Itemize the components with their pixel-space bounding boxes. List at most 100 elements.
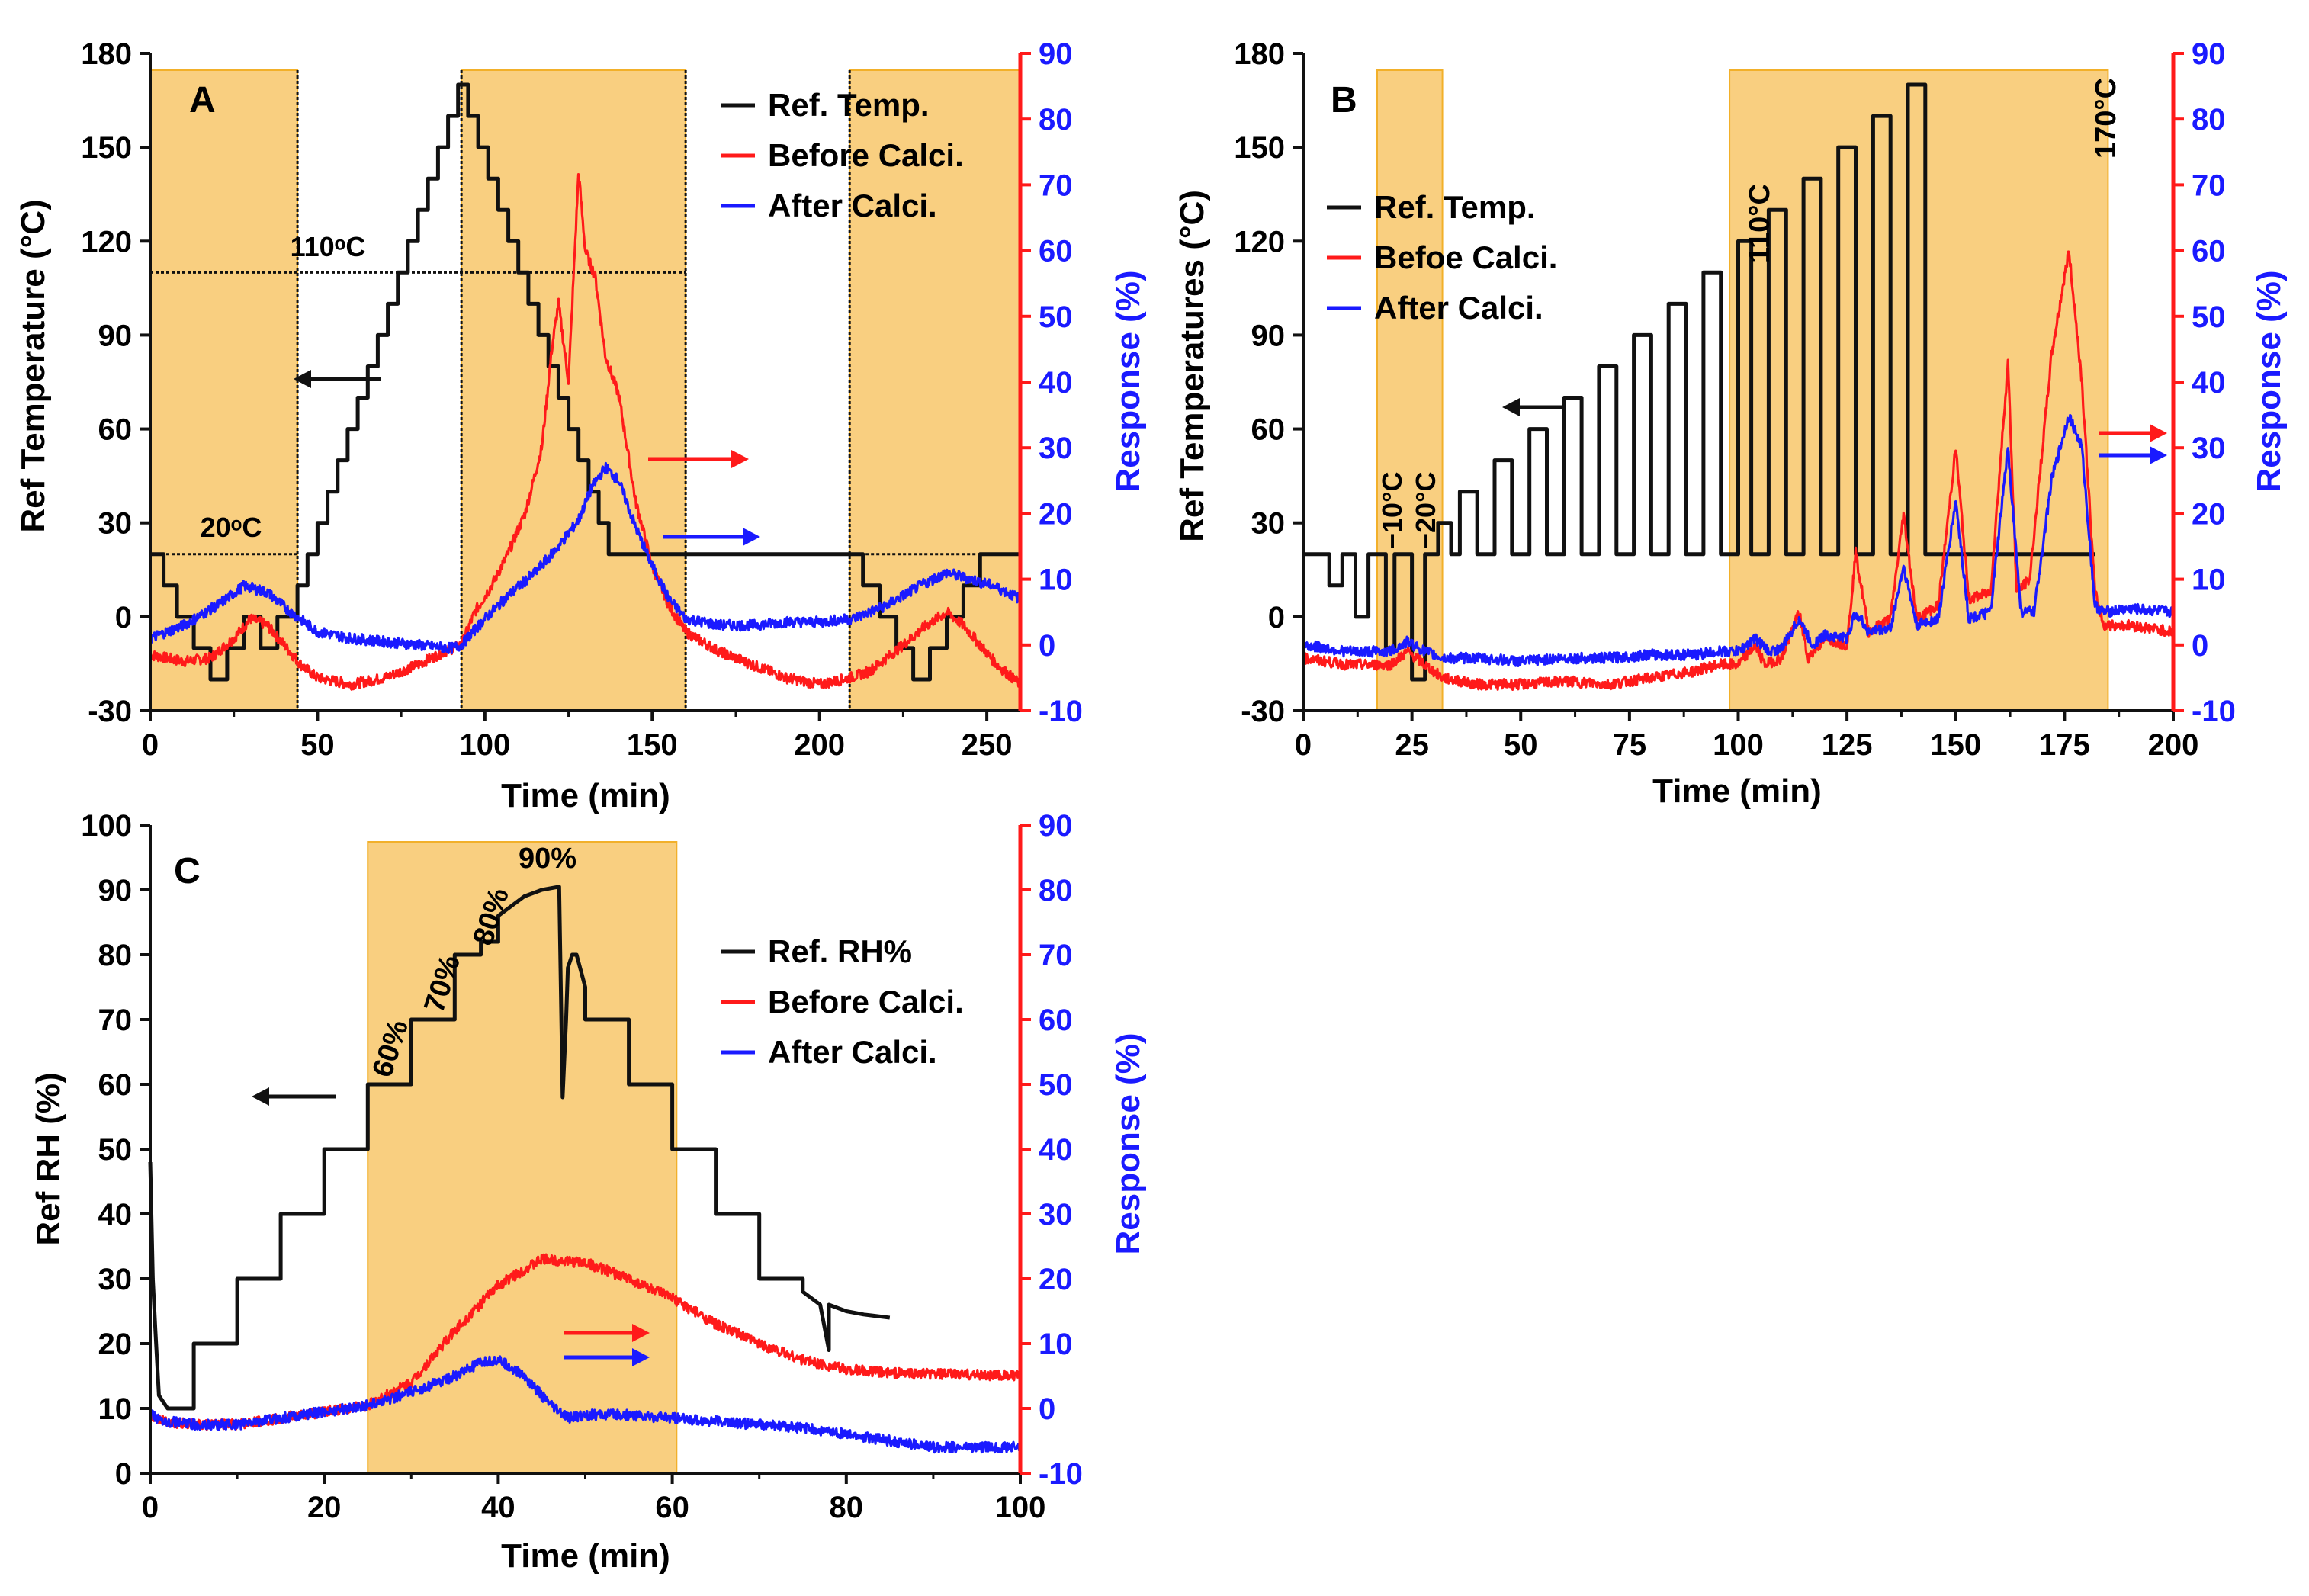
panel-c-xtick-label-4: 80 xyxy=(830,1491,864,1524)
panel-b-xtick-label-5: 125 xyxy=(1822,728,1873,762)
panel-c-shaded-regions xyxy=(367,841,678,1474)
panel-c-y2tick-label-6: 50 xyxy=(1039,1068,1073,1102)
panel-b-ytick-label-4: 90 xyxy=(1251,319,1286,352)
panel-b: 0 25 50 75 100 125 150 175 200-30030609012015018… xyxy=(1174,37,2288,810)
panel-b-legend: Ref. Temp. Befoe Calci. After Calci. xyxy=(1327,189,1557,326)
panel-a-y2label: Response (%) xyxy=(1110,271,1147,493)
legend-b-label-0: Ref. Temp. xyxy=(1374,189,1536,225)
panel-c-xtick-label-2: 40 xyxy=(481,1491,515,1524)
panel-c-y2tick-label-7: 60 xyxy=(1039,1004,1073,1037)
panel-b-anno-m10: −10°C xyxy=(1376,472,1408,549)
panel-c-series-2 xyxy=(149,1355,1022,1454)
panel-a-ytick-label-4: 90 xyxy=(98,319,133,352)
panel-c-xtick-label-1: 20 xyxy=(307,1491,342,1524)
panel-c-axes: 0 20 40 60 80 1000102030405060708090100-10010… xyxy=(81,809,1083,1524)
panel-b-ytick-label-0: -30 xyxy=(1241,695,1285,728)
panel-c-y2tick-label-10: 90 xyxy=(1039,809,1073,843)
panel-b-anno-110: 110°C xyxy=(1744,184,1776,263)
panel-c-y2tick-label-5: 40 xyxy=(1039,1133,1073,1167)
panel-c-y2tick-label-2: 10 xyxy=(1039,1328,1073,1361)
panel-b-y2tick-label-7: 60 xyxy=(2192,235,2226,268)
panel-b-anno-170: 170°C xyxy=(2090,78,2122,159)
panel-b-xtick-label-0: 0 xyxy=(1295,728,1312,762)
legend-a-label-1: Before Calci. xyxy=(768,137,964,173)
panel-b-xtick-label-7: 175 xyxy=(2039,728,2090,762)
panel-c-y2tick-label-8: 70 xyxy=(1039,939,1073,972)
panel-b-y2tick-label-0: -10 xyxy=(2192,695,2236,728)
panel-b-xtick-label-6: 150 xyxy=(1930,728,1981,762)
panel-b-y2tick-label-6: 50 xyxy=(2192,300,2226,334)
panel-b-ytick-label-1: 0 xyxy=(1268,601,1285,634)
legend-a-label-2: After Calci. xyxy=(768,188,937,223)
panel-c-xtick-label-5: 100 xyxy=(995,1491,1046,1524)
panel-b-arrow-left xyxy=(1502,398,1565,416)
panel-c-y2tick-label-9: 80 xyxy=(1039,874,1073,907)
panel-b-series xyxy=(1302,82,2175,691)
panel-a-axes: 0 50 100 150 200 250 -30 0 30 60 90 120 150 180 -10 0 10… xyxy=(81,37,1083,762)
panel-a-ylabel: Ref Temperature (°C) xyxy=(14,199,52,532)
panel-a-legend: Ref. Temp. Before Calci. After Calci. xyxy=(721,87,964,223)
panel-b-y2tick-label-5: 40 xyxy=(2192,366,2226,400)
panel-c-anno-90: 90% xyxy=(519,843,576,875)
panel-a-ytick-label-6: 150 xyxy=(81,131,132,165)
panel-a-shade-1 xyxy=(461,69,687,711)
panel-b-axes: 0 25 50 75 100 125 150 175 200-30030609012015018… xyxy=(1234,37,2236,762)
panel-c-y2tick-label-4: 30 xyxy=(1039,1198,1073,1232)
panel-b-ytick-label-6: 150 xyxy=(1234,131,1285,165)
panel-c-series-0 xyxy=(148,885,891,1411)
panel-a-y2tick-label-6: 50 xyxy=(1039,300,1073,334)
panel-a-ytick-label-7: 180 xyxy=(81,37,132,71)
panel-a-shade-0 xyxy=(149,69,299,711)
panel-a-arrow-red xyxy=(648,450,749,468)
panel-c-letter: C xyxy=(174,851,201,891)
panel-b-xlabel: Time (min) xyxy=(1652,772,1822,810)
panel-b-letter: B xyxy=(1331,80,1357,120)
panel-b-ylabel: Ref Temperatures (°C) xyxy=(1174,190,1211,542)
panel-b-shaded-regions xyxy=(1376,69,2109,711)
panel-c-legend: Ref. RH% Before Calci. After Calci. xyxy=(721,933,964,1070)
panel-b-xtick-label-3: 75 xyxy=(1613,728,1647,762)
panel-a-anno-110: 110ᵒC xyxy=(291,231,366,262)
panel-a-arrow-left xyxy=(294,370,381,388)
panel-a-xlabel: Time (min) xyxy=(501,777,670,814)
panel-b-arrow-blue xyxy=(2099,446,2167,464)
panel-a-y2tick-label-5: 40 xyxy=(1039,366,1073,400)
panel-c: 0 20 40 60 80 1000102030405060708090100-10010… xyxy=(30,809,1147,1575)
panel-b-series-2 xyxy=(1302,413,2174,667)
panel-c-arrow-left xyxy=(252,1087,336,1106)
panel-b-y2tick-label-1: 0 xyxy=(2192,629,2208,663)
panel-a-y2tick-label-1: 0 xyxy=(1039,629,1055,663)
panel-a-y2tick-label-0: -10 xyxy=(1039,695,1083,728)
panel-a-y2tick-label-8: 70 xyxy=(1039,169,1073,202)
panel-b-y2tick-label-9: 80 xyxy=(2192,103,2226,136)
panel-c-ylabel: Ref RH (%) xyxy=(30,1072,67,1245)
panel-a-xtick-label-5: 250 xyxy=(962,728,1013,762)
panel-b-y2tick-label-10: 90 xyxy=(2192,37,2226,71)
panel-b-xtick-label-2: 50 xyxy=(1504,728,1538,762)
panel-a-ytick-label-2: 30 xyxy=(98,507,133,541)
panel-a-xtick-label-4: 200 xyxy=(794,728,845,762)
panel-c-y2label: Response (%) xyxy=(1110,1033,1147,1255)
panel-c-ytick-label-3: 30 xyxy=(98,1263,133,1296)
panel-c-ytick-label-6: 60 xyxy=(98,1068,133,1102)
panel-c-arrow-red xyxy=(564,1324,650,1342)
panel-b-y2label: Response (%) xyxy=(2250,271,2288,493)
panel-a-letter: A xyxy=(189,80,216,120)
panel-b-ytick-label-7: 180 xyxy=(1234,37,1285,71)
panel-c-xtick-label-0: 0 xyxy=(142,1491,159,1524)
legend-c-label-0: Ref. RH% xyxy=(768,933,912,969)
panel-b-y2tick-label-4: 30 xyxy=(2192,432,2226,465)
panel-b-xtick-label-4: 100 xyxy=(1713,728,1764,762)
legend-b-label-2: After Calci. xyxy=(1374,290,1543,326)
panel-a-series-0 xyxy=(150,82,1020,682)
panel-c-ytick-label-5: 50 xyxy=(98,1133,133,1167)
panel-c-ytick-label-1: 10 xyxy=(98,1392,133,1426)
panel-c-y2tick-label-1: 0 xyxy=(1039,1392,1055,1426)
panel-a-y2tick-label-2: 10 xyxy=(1039,564,1073,597)
panel-b-series-1 xyxy=(1302,250,2175,691)
panel-a-series-2 xyxy=(149,461,1022,654)
panel-b-ytick-label-5: 120 xyxy=(1234,225,1285,259)
panel-c-ytick-label-8: 80 xyxy=(98,939,133,972)
panel-a-ytick-label-0: -30 xyxy=(88,695,132,728)
